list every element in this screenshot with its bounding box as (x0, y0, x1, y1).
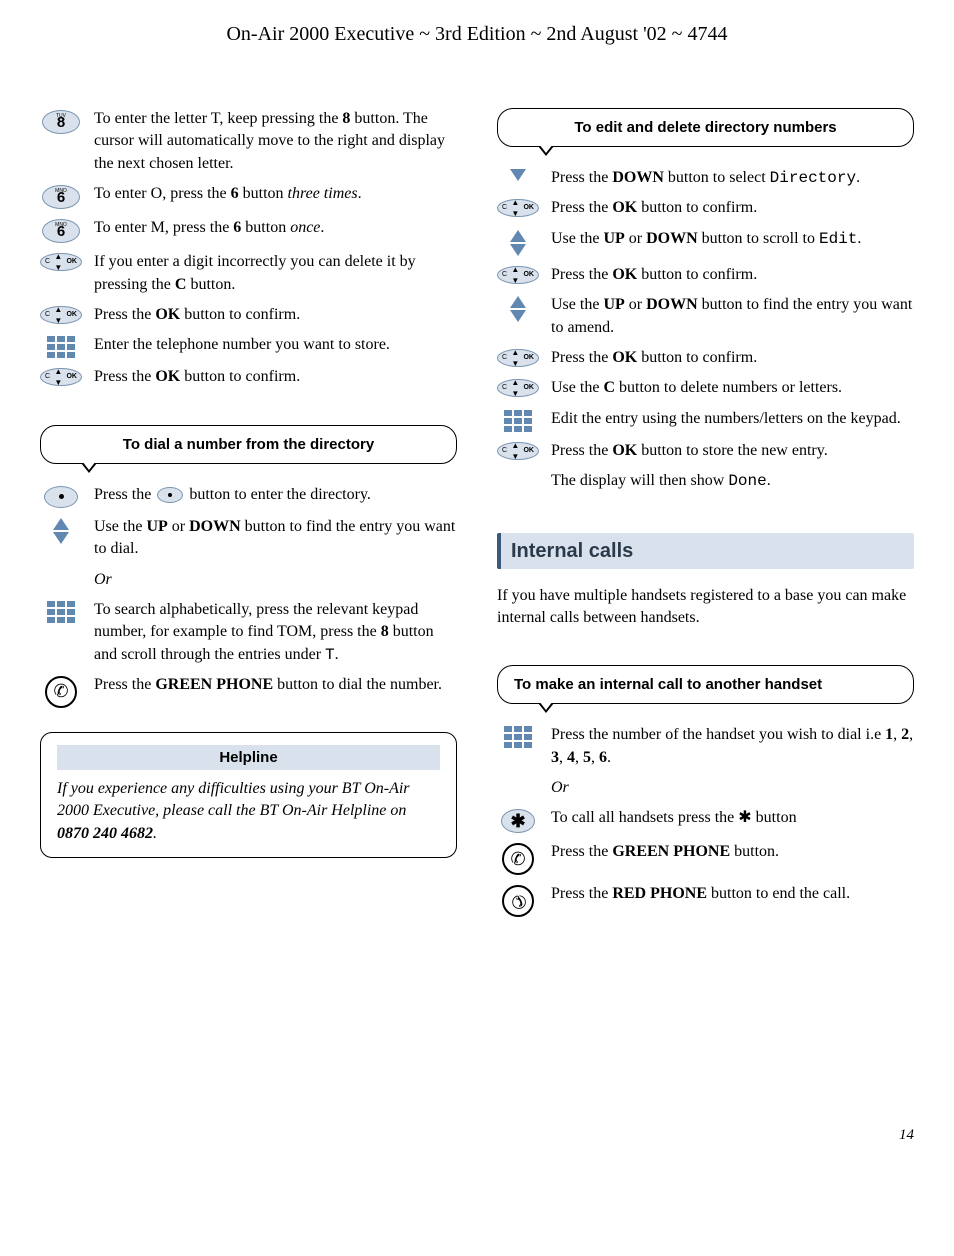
green-phone-icon: ✆ (40, 674, 82, 708)
keypad-icon (40, 334, 82, 358)
helpline-title: Helpline (57, 745, 440, 770)
steps-internal: Press the number of the handset you wish… (497, 724, 914, 917)
step-text: To enter the letter T, keep pressing the… (94, 108, 457, 175)
step-text: If you enter a digit incorrectly you can… (94, 251, 457, 296)
instruction-step: Press the button to enter the directory. (40, 484, 457, 508)
step-text: Press the OK button to store the new ent… (551, 440, 914, 462)
instruction-step: Press the number of the handset you wish… (497, 724, 914, 769)
step-text: To enter O, press the 6 button three tim… (94, 183, 457, 205)
internal-intro: If you have multiple handsets registered… (497, 585, 914, 630)
down-arrow-icon (497, 167, 539, 181)
instruction-step: C▲▼OK Use the C button to delete numbers … (497, 377, 914, 399)
nav-key-icon: C▲▼OK (40, 366, 82, 386)
instruction-step: ✆ Press the GREEN PHONE button to dial th… (40, 674, 457, 708)
step-text: Press the GREEN PHONE button to dial the… (94, 674, 457, 696)
instruction-step: C▲▼OK Press the OK button to store the ne… (497, 440, 914, 462)
right-column: To edit and delete directory numbers Pre… (497, 108, 914, 925)
step-text: Press the number of the handset you wish… (551, 724, 914, 769)
nav-key-icon: C▲▼OK (497, 264, 539, 284)
instruction-step: Edit the entry using the numbers/letters… (497, 408, 914, 432)
step-text: Or (551, 777, 914, 799)
step-text: Press the GREEN PHONE button. (551, 841, 914, 863)
up-down-arrows-icon (497, 228, 539, 256)
instruction-step: C▲▼OK Press the OK button to confirm. (497, 347, 914, 369)
steps-dial: Press the button to enter the directory.… (40, 484, 457, 708)
instruction-step: To search alphabetically, press the rele… (40, 599, 457, 666)
step-text: To search alphabetically, press the rele… (94, 599, 457, 666)
nav-key-icon: C▲▼OK (40, 251, 82, 271)
instruction-step: Enter the telephone number you want to s… (40, 334, 457, 358)
instruction-step: ✆ Press the GREEN PHONE button. (497, 841, 914, 875)
instruction-step: The display will then show Done. (497, 470, 914, 492)
spacer-icon (40, 569, 82, 571)
page-header: On-Air 2000 Executive ~ 3rd Edition ~ 2n… (40, 20, 914, 48)
instruction-step: C▲▼OK If you enter a digit incorrectly yo… (40, 251, 457, 296)
instruction-step: ✱ To call all handsets press the ✱ button (497, 807, 914, 833)
step-text: Edit the entry using the numbers/letters… (551, 408, 914, 430)
keypad-icon (40, 599, 82, 623)
left-column: TUV8 To enter the letter T, keep pressing… (40, 108, 457, 925)
content-columns: TUV8 To enter the letter T, keep pressing… (40, 108, 914, 925)
instruction-step: Or (40, 569, 457, 591)
directory-button-icon (40, 484, 82, 508)
nav-key-icon: C▲▼OK (497, 377, 539, 397)
step-text: Press the OK button to confirm. (94, 304, 457, 326)
callout-dial: To dial a number from the directory (40, 425, 457, 464)
instruction-step: Use the UP or DOWN button to scroll to E… (497, 228, 914, 256)
up-down-arrows-icon (497, 294, 539, 322)
star-button-icon: ✱ (497, 807, 539, 833)
keypad-icon (497, 408, 539, 432)
step-text: Press the DOWN button to select Director… (551, 167, 914, 189)
step-text: Use the C button to delete numbers or le… (551, 377, 914, 399)
instruction-step: Press the DOWN button to select Director… (497, 167, 914, 189)
spacer-icon (497, 777, 539, 779)
step-text: To enter M, press the 6 button once. (94, 217, 457, 239)
instruction-step: ✆ Press the RED PHONE button to end the c… (497, 883, 914, 917)
instruction-step: Or (497, 777, 914, 799)
section-internal-calls: Internal calls (497, 533, 914, 569)
instruction-step: C▲▼OK Press the OK button to confirm. (40, 366, 457, 388)
instruction-step: MNO6 To enter M, press the 6 button once. (40, 217, 457, 243)
helpline-box: Helpline If you experience any difficult… (40, 732, 457, 858)
instruction-step: C▲▼OK Press the OK button to confirm. (497, 197, 914, 219)
instruction-step: TUV8 To enter the letter T, keep pressing… (40, 108, 457, 175)
step-text: Press the OK button to confirm. (551, 347, 914, 369)
helpline-text: If you experience any difficulties using… (57, 778, 440, 845)
callout-edit: To edit and delete directory numbers (497, 108, 914, 147)
nav-key-icon: C▲▼OK (497, 440, 539, 460)
spacer-icon (497, 470, 539, 472)
nav-key-icon: C▲▼OK (497, 197, 539, 217)
step-text: Press the OK button to confirm. (551, 197, 914, 219)
nav-key-icon: C▲▼OK (40, 304, 82, 324)
instruction-step: Use the UP or DOWN button to find the en… (40, 516, 457, 561)
step-text: Use the UP or DOWN button to find the en… (94, 516, 457, 561)
steps-top: TUV8 To enter the letter T, keep pressing… (40, 108, 457, 389)
step-text: Use the UP or DOWN button to find the en… (551, 294, 914, 339)
step-text: To call all handsets press the ✱ button (551, 807, 914, 829)
key-6-icon: MNO6 (40, 183, 82, 209)
key-6-icon: MNO6 (40, 217, 82, 243)
step-text: Press the button to enter the directory. (94, 484, 457, 506)
step-text: The display will then show Done. (551, 470, 914, 492)
up-down-arrows-icon (40, 516, 82, 544)
step-text: Use the UP or DOWN button to scroll to E… (551, 228, 914, 250)
page-number: 14 (40, 1125, 914, 1146)
green-phone-icon: ✆ (497, 841, 539, 875)
instruction-step: C▲▼OK Press the OK button to confirm. (497, 264, 914, 286)
red-phone-icon: ✆ (497, 883, 539, 917)
step-text: Or (94, 569, 457, 591)
step-text: Press the OK button to confirm. (551, 264, 914, 286)
key-8-icon: TUV8 (40, 108, 82, 134)
instruction-step: MNO6 To enter O, press the 6 button three… (40, 183, 457, 209)
instruction-step: Use the UP or DOWN button to find the en… (497, 294, 914, 339)
callout-internal: To make an internal call to another hand… (497, 665, 914, 704)
step-text: Press the OK button to confirm. (94, 366, 457, 388)
instruction-step: C▲▼OK Press the OK button to confirm. (40, 304, 457, 326)
keypad-icon (497, 724, 539, 748)
steps-edit: Press the DOWN button to select Director… (497, 167, 914, 493)
nav-key-icon: C▲▼OK (497, 347, 539, 367)
step-text: Enter the telephone number you want to s… (94, 334, 457, 356)
step-text: Press the RED PHONE button to end the ca… (551, 883, 914, 905)
